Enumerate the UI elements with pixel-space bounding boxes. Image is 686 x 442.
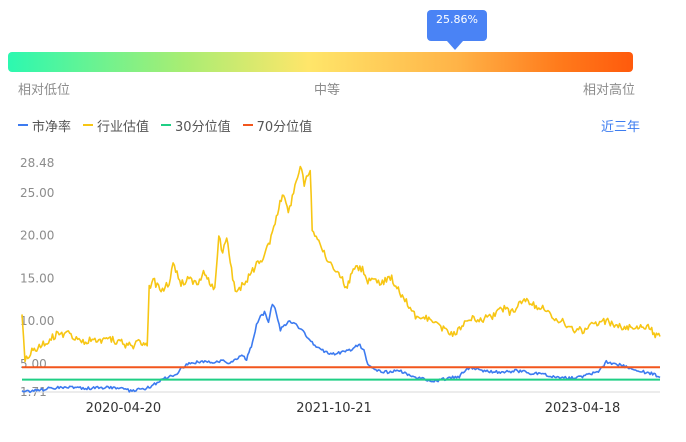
series-line-1 [21, 303, 661, 394]
legend-swatch-p30 [161, 124, 172, 126]
legend-swatch-pb [18, 124, 28, 126]
percentile-pointer [447, 41, 463, 50]
y-tick-label: 20.00 [20, 229, 54, 243]
legend-swatch-p70 [242, 124, 253, 126]
mid-position-label: 中等 [314, 83, 341, 98]
percentile-tooltip: 25.86% [427, 10, 487, 41]
x-tick-label: 2023-04-18 [545, 401, 621, 416]
x-tick-label: 2021-10-21 [296, 401, 372, 416]
y-tick-label: 5.00 [20, 357, 47, 371]
y-tick-label: 28.48 [20, 156, 54, 170]
low-position-label: 相对低位 [18, 83, 71, 98]
y-tick-label: 15.00 [20, 271, 54, 285]
legend-label-p70: 70分位值 [256, 119, 313, 135]
y-tick-label: 10.00 [20, 314, 54, 328]
x-tick-label: 2020-04-20 [86, 401, 162, 416]
legend-label-industry: 行业估值 [97, 119, 150, 135]
y-tick-label: 25.00 [20, 186, 54, 200]
legend-label-p30: 30分位值 [175, 119, 231, 135]
legend-swatch-industry [83, 124, 94, 126]
percentile-value: 25.86% [436, 13, 478, 26]
chart-legend: 市净率 行业估值 30分位值 70分位值 [18, 116, 324, 135]
high-position-label: 相对高位 [583, 83, 636, 98]
valuation-gradient-bar [8, 52, 633, 72]
legend-item-pb[interactable]: 市净率 [18, 116, 71, 135]
legend-item-p70[interactable]: 70分位值 [242, 116, 313, 135]
range-selector-three-years[interactable]: 近三年 [600, 120, 640, 135]
series-line-0 [21, 165, 661, 363]
legend-item-industry[interactable]: 行业估值 [83, 116, 149, 135]
legend-label-pb: 市净率 [32, 119, 72, 135]
legend-item-p30[interactable]: 30分位值 [161, 116, 231, 135]
